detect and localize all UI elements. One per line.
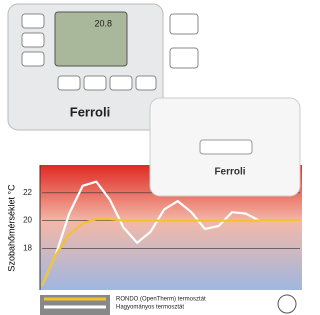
button[interactable] [58, 76, 80, 90]
receiver-button[interactable] [200, 140, 252, 154]
legend: RONDO (OpenTherm) termosztát Hagyományos … [40, 295, 296, 315]
button[interactable] [110, 76, 132, 90]
legend-label: Hagyományos termosztát [116, 305, 184, 311]
brand: Ferroli [214, 167, 245, 178]
y-tick-label: 20 [23, 216, 32, 225]
button[interactable] [22, 14, 44, 28]
y-tick-label: 22 [23, 188, 32, 197]
button[interactable] [170, 14, 198, 34]
thermostat-icon [278, 295, 296, 313]
y-tick-label: 18 [23, 243, 32, 252]
y-axis-label: Szobahőmérséklet °C [6, 184, 16, 272]
button[interactable] [22, 52, 44, 66]
button[interactable] [170, 48, 198, 68]
legend-label: RONDO (OpenTherm) termosztát [116, 297, 206, 303]
brand: Ferroli [70, 104, 110, 119]
receiver: Ferroli [150, 98, 300, 196]
button[interactable] [22, 33, 44, 47]
display-value: 20.8 [94, 18, 112, 28]
button[interactable] [84, 76, 106, 90]
page: Szobahőmérséklet °C 20.8 Ferroli Ferroli… [0, 0, 302, 315]
button[interactable] [136, 76, 156, 90]
display [55, 12, 127, 66]
